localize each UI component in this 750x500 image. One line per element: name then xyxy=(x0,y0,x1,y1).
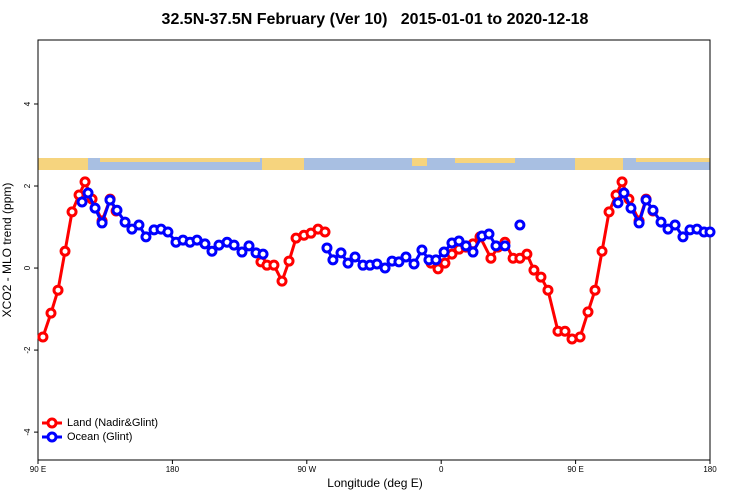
data-point xyxy=(528,264,540,276)
legend-marker xyxy=(46,431,58,443)
data-point xyxy=(321,242,333,254)
data-point xyxy=(283,255,295,267)
chart-title: 32.5N-37.5N February (Ver 10) 2015-01-01… xyxy=(162,11,589,28)
data-point xyxy=(206,245,218,257)
data-point xyxy=(640,194,652,206)
data-point xyxy=(596,245,608,257)
data-point xyxy=(199,238,211,250)
data-point xyxy=(612,197,624,209)
data-point xyxy=(111,204,123,216)
legend-marker xyxy=(46,417,58,429)
data-point xyxy=(335,247,347,259)
data-point xyxy=(499,240,511,252)
y-tick-label: 4 xyxy=(23,101,32,106)
data-point xyxy=(535,271,547,283)
data-point xyxy=(416,244,428,256)
map-strip xyxy=(38,158,710,170)
data-point xyxy=(677,231,689,243)
data-point xyxy=(618,187,630,199)
data-point xyxy=(243,240,255,252)
legend-label: Land (Nadir&Glint) xyxy=(67,417,158,429)
data-point xyxy=(59,245,71,257)
x-tick-label: 180 xyxy=(703,465,717,474)
x-tick-label: 90 E xyxy=(30,465,46,474)
data-point xyxy=(460,240,472,252)
data-point xyxy=(438,246,450,258)
data-point xyxy=(79,176,91,188)
data-point xyxy=(268,259,280,271)
data-point xyxy=(327,254,339,266)
data-point xyxy=(655,216,667,228)
data-point xyxy=(633,217,645,229)
data-point xyxy=(228,239,240,251)
data-point xyxy=(453,235,465,247)
data-point xyxy=(96,217,108,229)
x-tick-label: 180 xyxy=(166,465,180,474)
data-point xyxy=(104,194,116,206)
plot-frame xyxy=(37,39,711,461)
data-point xyxy=(521,248,533,260)
data-point xyxy=(52,284,64,296)
data-point xyxy=(37,331,49,343)
data-point xyxy=(82,187,94,199)
data-point xyxy=(236,246,248,258)
y-axis-label: XCO2 - MLO trend (ppm) xyxy=(0,183,14,318)
data-point xyxy=(467,246,479,258)
y-tick-label: -2 xyxy=(23,346,32,354)
data-point xyxy=(393,256,405,268)
data-point xyxy=(342,257,354,269)
data-point xyxy=(349,251,361,263)
data-point xyxy=(257,248,269,260)
data-point xyxy=(603,206,615,218)
y-tick-label: -4 xyxy=(23,428,32,436)
data-point xyxy=(574,331,586,343)
data-point xyxy=(669,219,681,231)
x-tick-label: 90 W xyxy=(297,465,316,474)
y-tick-label: 2 xyxy=(23,183,32,188)
data-point xyxy=(76,196,88,208)
data-point xyxy=(89,202,101,214)
data-point xyxy=(162,226,174,238)
data-point xyxy=(140,231,152,243)
data-point xyxy=(319,226,331,238)
data-point xyxy=(371,258,383,270)
data-point xyxy=(119,216,131,228)
data-point xyxy=(625,202,637,214)
data-point xyxy=(379,262,391,274)
data-point xyxy=(582,306,594,318)
data-point xyxy=(408,258,420,270)
data-point xyxy=(490,240,502,252)
data-point xyxy=(439,257,451,269)
data-point xyxy=(514,219,526,231)
data-point xyxy=(704,226,716,238)
legend-label: Ocean (Glint) xyxy=(67,431,132,443)
data-point xyxy=(66,206,78,218)
y-tick-label: 0 xyxy=(23,265,32,270)
data-point xyxy=(589,284,601,296)
data-point xyxy=(542,284,554,296)
data-point xyxy=(616,176,628,188)
x-tick-label: 90 E xyxy=(567,465,583,474)
data-point xyxy=(276,275,288,287)
data-point xyxy=(45,307,57,319)
data-point xyxy=(485,252,497,264)
data-point xyxy=(430,254,442,266)
data-point xyxy=(483,228,495,240)
x-axis-label: Longitude (deg E) xyxy=(327,476,422,490)
data-point xyxy=(133,219,145,231)
x-tick-label: 0 xyxy=(439,465,444,474)
data-point xyxy=(400,251,412,263)
data-point xyxy=(559,325,571,337)
data-point xyxy=(647,204,659,216)
